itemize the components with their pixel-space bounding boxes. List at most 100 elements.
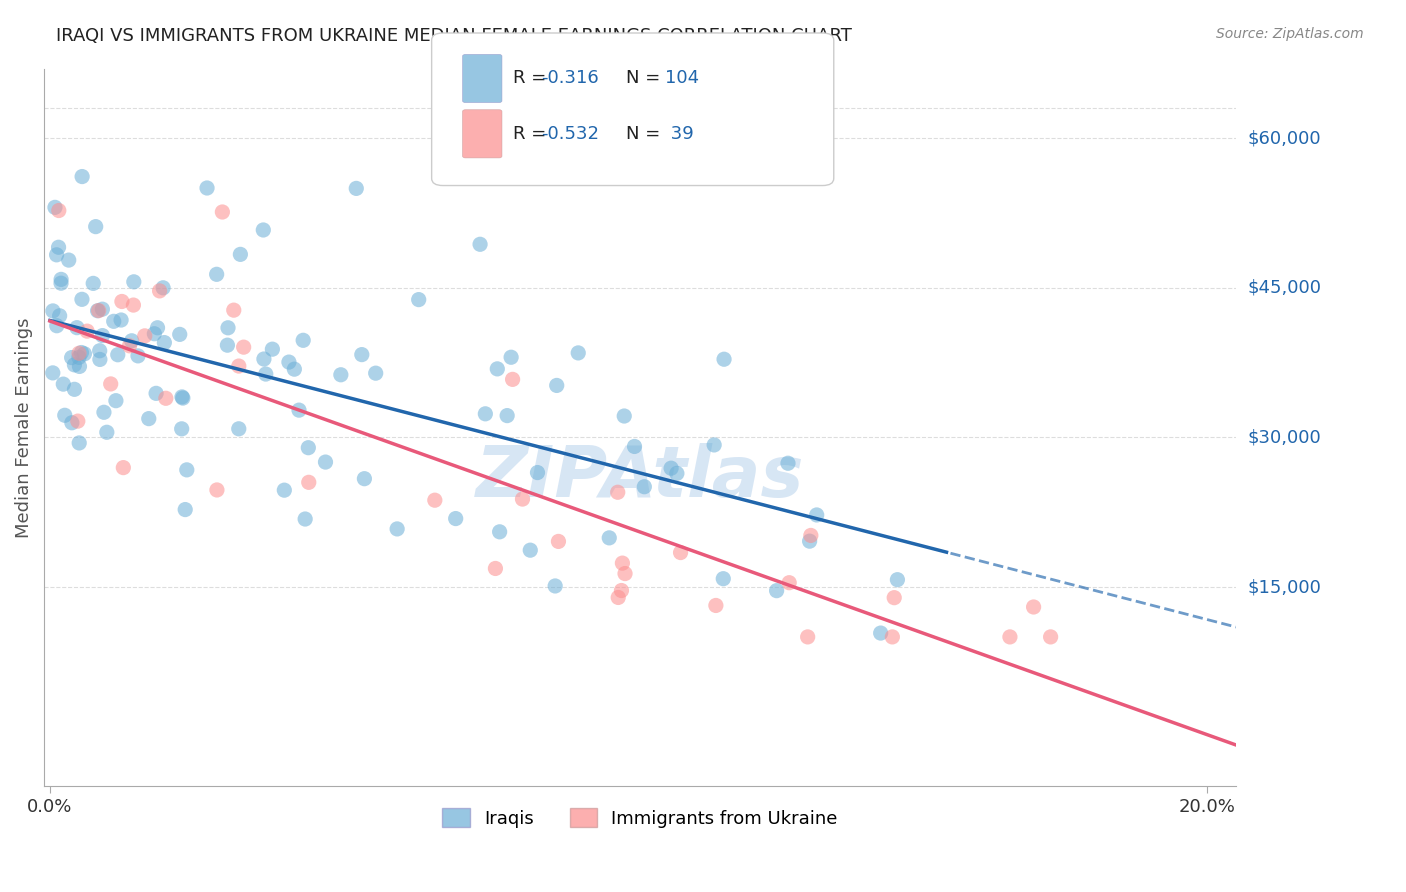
Point xyxy=(103,314,125,328)
Point xyxy=(232,340,254,354)
Text: $30,000: $30,000 xyxy=(1247,428,1322,447)
Point xyxy=(297,441,319,455)
Point xyxy=(170,422,193,436)
Point xyxy=(519,543,541,558)
Point xyxy=(42,366,65,380)
Text: ZIPAtlas: ZIPAtlas xyxy=(475,443,804,512)
Point xyxy=(112,460,135,475)
Point xyxy=(91,302,114,317)
Point xyxy=(288,403,311,417)
Point xyxy=(613,409,636,423)
Y-axis label: Median Female Earnings: Median Female Earnings xyxy=(15,318,32,538)
Point xyxy=(153,335,176,350)
Point xyxy=(606,485,628,500)
Point xyxy=(211,205,233,219)
Text: R =: R = xyxy=(513,69,553,87)
Point xyxy=(1039,630,1062,644)
Point xyxy=(385,522,408,536)
Point xyxy=(486,362,509,376)
Point xyxy=(100,376,122,391)
Point xyxy=(669,545,692,559)
Point xyxy=(598,531,620,545)
Point xyxy=(277,355,299,369)
Point xyxy=(122,275,145,289)
Point xyxy=(143,326,166,341)
Point xyxy=(262,342,284,356)
Point xyxy=(806,508,828,522)
Point xyxy=(252,223,274,237)
Point xyxy=(60,416,83,430)
Point xyxy=(127,349,149,363)
Point xyxy=(796,630,818,644)
Point xyxy=(174,502,197,516)
Point xyxy=(468,237,491,252)
Point xyxy=(254,367,277,381)
Point xyxy=(222,303,245,318)
Point xyxy=(49,276,72,290)
Point xyxy=(110,313,132,327)
Point xyxy=(45,318,67,333)
Point xyxy=(364,366,387,380)
Point xyxy=(73,347,96,361)
Point xyxy=(107,348,129,362)
Text: $60,000: $60,000 xyxy=(1247,129,1322,147)
Point xyxy=(84,219,107,234)
Point xyxy=(176,463,198,477)
Point xyxy=(70,345,93,359)
Point xyxy=(567,346,589,360)
Point xyxy=(48,203,70,218)
Point xyxy=(799,534,821,549)
Point xyxy=(172,391,194,405)
Point xyxy=(713,352,735,367)
Text: $15,000: $15,000 xyxy=(1247,578,1322,596)
Text: -0.532: -0.532 xyxy=(541,125,599,143)
Text: $45,000: $45,000 xyxy=(1247,279,1322,297)
Point xyxy=(544,579,567,593)
Point xyxy=(298,475,321,490)
Point xyxy=(86,303,108,318)
Point xyxy=(408,293,430,307)
Point xyxy=(659,461,682,475)
Point xyxy=(633,480,655,494)
Text: N =: N = xyxy=(626,125,665,143)
Point xyxy=(67,346,90,360)
Point xyxy=(217,320,239,334)
Point xyxy=(152,281,174,295)
Point xyxy=(169,327,191,342)
Text: -0.316: -0.316 xyxy=(541,69,599,87)
Point xyxy=(353,472,375,486)
Point xyxy=(111,294,134,309)
Point xyxy=(776,456,799,470)
Text: 39: 39 xyxy=(665,125,693,143)
Point xyxy=(886,573,908,587)
Point xyxy=(869,626,891,640)
Point xyxy=(91,328,114,343)
Text: Source: ZipAtlas.com: Source: ZipAtlas.com xyxy=(1216,27,1364,41)
Point xyxy=(607,591,630,605)
Legend: Iraqis, Immigrants from Ukraine: Iraqis, Immigrants from Ukraine xyxy=(436,801,845,835)
Point xyxy=(45,248,67,262)
Point xyxy=(76,324,98,338)
Point xyxy=(614,566,637,581)
Point xyxy=(89,343,111,358)
Point xyxy=(423,493,446,508)
Point xyxy=(121,334,143,348)
Point xyxy=(1022,599,1045,614)
Point xyxy=(70,293,93,307)
Point xyxy=(155,392,177,406)
Text: IRAQI VS IMMIGRANTS FROM UKRAINE MEDIAN FEMALE EARNINGS CORRELATION CHART: IRAQI VS IMMIGRANTS FROM UKRAINE MEDIAN … xyxy=(56,27,852,45)
Point xyxy=(70,169,93,184)
Point xyxy=(883,591,905,605)
Point xyxy=(484,561,506,575)
Point xyxy=(67,351,90,365)
Point xyxy=(283,362,305,376)
Point xyxy=(612,556,634,570)
Point xyxy=(765,583,787,598)
Point xyxy=(205,483,228,497)
Point xyxy=(610,583,633,598)
Point xyxy=(82,277,104,291)
Point xyxy=(512,491,534,506)
Point xyxy=(501,351,523,365)
Point xyxy=(42,304,65,318)
Point xyxy=(104,393,127,408)
